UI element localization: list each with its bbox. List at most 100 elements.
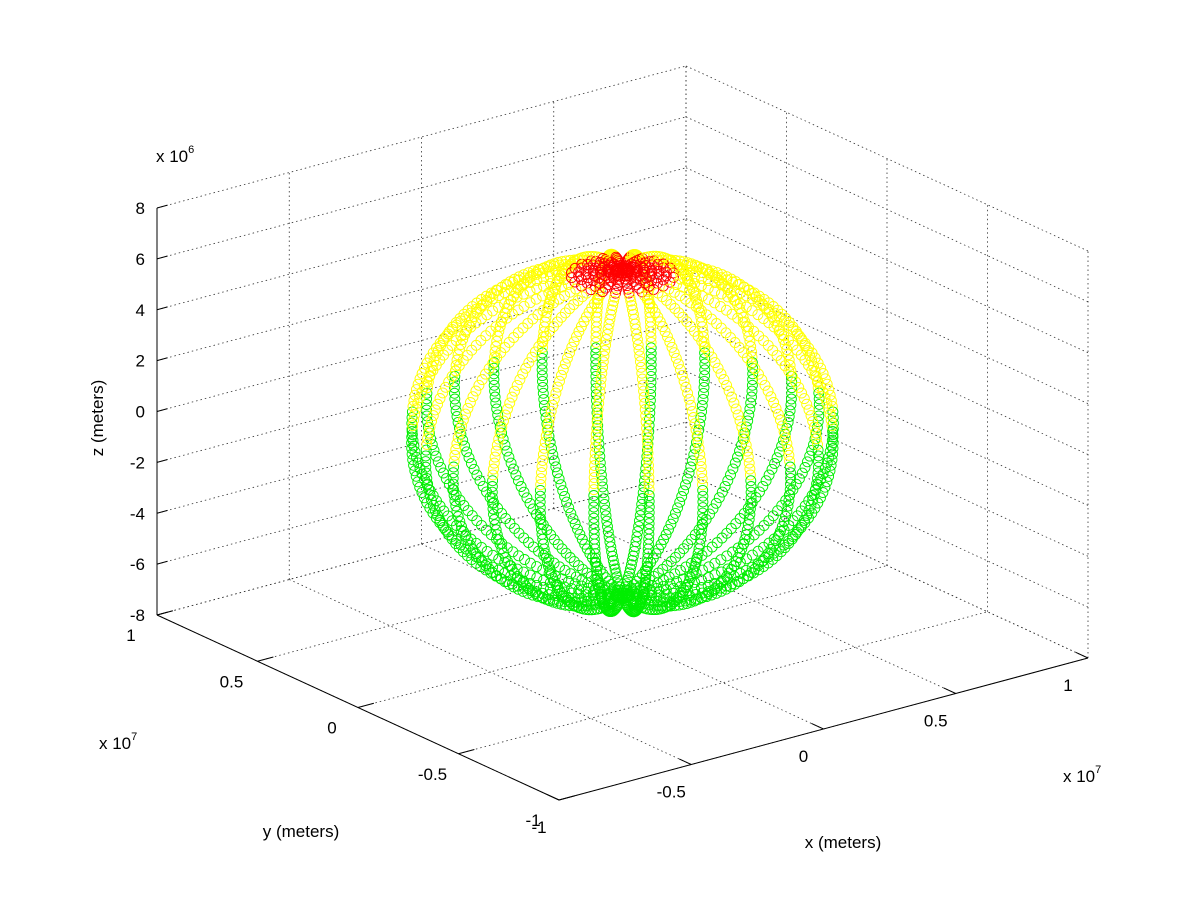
y-tick-mark [458, 749, 475, 755]
data-point [696, 406, 708, 418]
data-point [406, 412, 418, 424]
back-grid-line-z [156, 269, 687, 412]
data-point [491, 439, 503, 451]
data-point [462, 304, 474, 316]
data-point [793, 473, 805, 485]
data-point [473, 552, 485, 564]
data-point [785, 393, 797, 405]
data-point [437, 387, 449, 399]
data-point [806, 444, 818, 456]
data-point [718, 574, 730, 586]
data-point [824, 408, 836, 420]
data-point [470, 548, 482, 560]
data-point [785, 478, 796, 490]
data-point [740, 564, 752, 576]
data-point [669, 568, 681, 580]
data-point [754, 486, 765, 498]
data-point [450, 365, 462, 377]
data-point [745, 357, 757, 369]
data-point [696, 467, 708, 479]
data-point [656, 291, 668, 303]
data-point [812, 461, 824, 473]
data-point [530, 293, 542, 305]
data-point [753, 368, 764, 380]
side-grid-line-z [685, 218, 1089, 404]
data-point [601, 328, 613, 340]
data-point [450, 500, 462, 512]
data-point [697, 507, 709, 519]
data-point [599, 282, 611, 294]
data-point [550, 579, 562, 590]
data-point [635, 361, 647, 373]
data-point [696, 290, 708, 302]
data-point [630, 536, 642, 548]
data-point [712, 580, 724, 592]
data-point [775, 546, 787, 558]
data-point [537, 381, 549, 393]
data-point [488, 362, 500, 374]
data-point [531, 561, 543, 573]
data-point [549, 284, 561, 296]
data-point [576, 533, 588, 545]
data-point [720, 304, 732, 316]
data-point [536, 347, 548, 359]
data-point [427, 410, 439, 422]
data-point [576, 280, 587, 292]
data-point [697, 484, 709, 496]
data-point [736, 421, 748, 433]
data-point [432, 398, 444, 410]
data-point [641, 428, 653, 440]
data-point [744, 335, 756, 347]
data-point [551, 597, 563, 609]
data-point [719, 480, 731, 492]
data-point [420, 467, 432, 479]
data-point [605, 578, 617, 590]
data-point [657, 274, 669, 286]
data-point [559, 290, 571, 302]
data-point [695, 455, 707, 467]
data-point [594, 457, 606, 469]
data-point [815, 492, 826, 504]
data-point [454, 426, 466, 438]
data-point [488, 379, 500, 391]
data-point [520, 362, 532, 374]
data-point [784, 359, 796, 371]
data-point [779, 338, 791, 350]
data-point [589, 543, 601, 555]
data-point [779, 542, 791, 554]
data-point [553, 473, 565, 485]
data-point [590, 552, 601, 564]
data-point [643, 512, 655, 524]
data-point [697, 393, 709, 405]
data-point [603, 318, 615, 330]
data-point [744, 469, 756, 481]
data-point [408, 414, 420, 426]
data-point [726, 308, 738, 320]
data-point [568, 599, 580, 611]
data-point [732, 279, 744, 290]
z-tick-label: 4 [136, 301, 145, 320]
data-point [493, 301, 504, 313]
data-point [732, 312, 744, 324]
data-point [737, 427, 749, 439]
data-point [489, 346, 501, 358]
data-point [715, 301, 726, 312]
data-point [812, 438, 823, 450]
data-point [674, 364, 686, 376]
data-point [564, 286, 576, 298]
data-point [499, 439, 511, 451]
data-point [810, 427, 822, 439]
data-point [680, 293, 691, 305]
data-point [640, 410, 652, 422]
data-point [565, 568, 577, 580]
data-point [476, 556, 488, 568]
data-point [709, 357, 721, 369]
data-point [588, 512, 600, 524]
data-point [641, 561, 653, 573]
data-point [418, 492, 430, 504]
data-point [786, 376, 798, 388]
data-point [524, 297, 536, 309]
data-point [783, 365, 795, 377]
data-point [645, 347, 657, 359]
data-point [709, 285, 721, 297]
